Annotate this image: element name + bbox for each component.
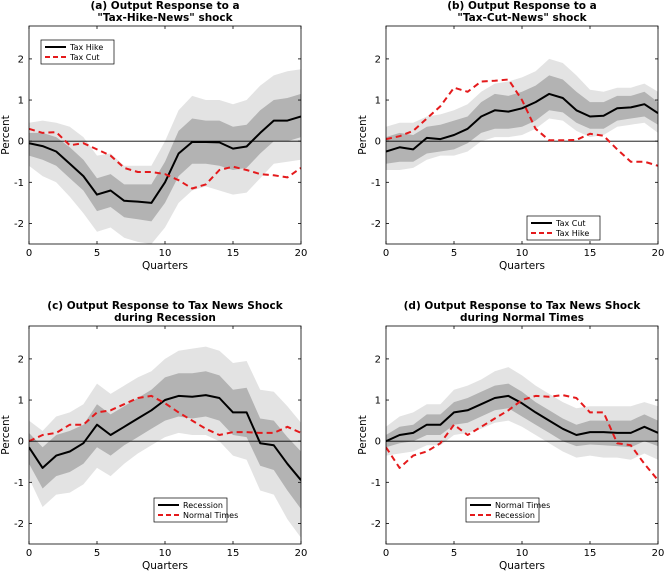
x-tick-label: 15 bbox=[584, 248, 597, 259]
chart-title-line: (b) Output Response to a bbox=[447, 0, 597, 12]
y-tick-label: 0 bbox=[18, 437, 24, 448]
y-tick-label: 2 bbox=[18, 354, 24, 365]
legend-box bbox=[465, 497, 540, 523]
chart-title-line: (a) Output Response to a bbox=[90, 0, 239, 12]
y-axis-label: Percent bbox=[0, 415, 12, 455]
series-line-solid bbox=[29, 115, 301, 204]
x-tick-label: 15 bbox=[584, 548, 597, 559]
chart-title-line: (d) Output Response to Tax News Shock bbox=[404, 300, 642, 312]
x-tick-label: 0 bbox=[383, 548, 389, 559]
confidence-band-inner bbox=[29, 93, 301, 222]
chart-title-line: (c) Output Response to Tax News Shock bbox=[47, 300, 283, 312]
y-tick-label: -1 bbox=[371, 178, 381, 189]
y-tick-label: -1 bbox=[14, 178, 24, 189]
plot-area bbox=[386, 367, 658, 481]
legend-label: Normal Times bbox=[495, 501, 550, 510]
legend-label: Tax Cut bbox=[69, 53, 100, 62]
series-line-solid bbox=[29, 394, 301, 481]
legend-box bbox=[153, 497, 228, 523]
y-tick-label: -1 bbox=[14, 478, 24, 489]
legend-label: Tax Cut bbox=[555, 219, 586, 228]
y-tick-label: 1 bbox=[375, 396, 381, 407]
confidence-band-inner bbox=[386, 75, 658, 164]
y-tick-label: 1 bbox=[375, 96, 381, 107]
x-tick-label: 5 bbox=[94, 248, 100, 259]
chart-title-line: during Recession bbox=[114, 312, 216, 324]
x-axis-label: Quarters bbox=[142, 560, 188, 572]
chart-title-line: "Tax-Hike-News" shock bbox=[97, 12, 233, 24]
x-tick-label: 20 bbox=[295, 248, 308, 259]
x-tick-label: 5 bbox=[451, 248, 457, 259]
y-tick-label: 0 bbox=[375, 437, 381, 448]
y-tick-label: 2 bbox=[375, 54, 381, 65]
x-tick-label: 5 bbox=[451, 548, 457, 559]
x-tick-label: 10 bbox=[516, 548, 529, 559]
series-line-dashed bbox=[29, 127, 301, 190]
series-line-dashed bbox=[386, 78, 658, 167]
legend-label: Recession bbox=[495, 511, 535, 520]
legend-label: Tax Hike bbox=[555, 229, 589, 238]
legend-label: Recession bbox=[183, 501, 223, 510]
confidence-band-inner bbox=[29, 371, 301, 509]
plot-area bbox=[29, 69, 301, 244]
x-tick-label: 0 bbox=[383, 248, 389, 259]
x-tick-label: 5 bbox=[94, 548, 100, 559]
y-axis-label: Percent bbox=[0, 115, 12, 155]
x-tick-label: 0 bbox=[26, 548, 32, 559]
plot-area bbox=[386, 58, 658, 170]
y-tick-label: -1 bbox=[371, 478, 381, 489]
x-axis-label: Quarters bbox=[499, 260, 545, 272]
x-tick-label: 0 bbox=[26, 248, 32, 259]
y-tick-label: 2 bbox=[18, 54, 24, 65]
x-tick-label: 10 bbox=[159, 548, 172, 559]
x-tick-label: 10 bbox=[516, 248, 529, 259]
x-axis-label: Quarters bbox=[499, 560, 545, 572]
y-tick-label: -2 bbox=[14, 519, 24, 530]
chart-title-line: during Normal Times bbox=[460, 312, 584, 324]
y-axis-label: Percent bbox=[357, 115, 369, 155]
x-axis-label: Quarters bbox=[142, 260, 188, 272]
legend-label: Tax Hike bbox=[69, 43, 103, 52]
x-tick-label: 20 bbox=[295, 548, 308, 559]
panel-c: 0 5 10 15 20 -2 -1 0 1 2 (c) Output Response to Ta… bbox=[0, 300, 307, 572]
panel-b: 0 5 10 15 20 -2 -1 0 1 2 (b) Output Response to a"… bbox=[357, 0, 664, 272]
y-tick-label: -2 bbox=[371, 219, 381, 230]
chart-title-line: "Tax-Cut-News" shock bbox=[457, 12, 587, 24]
x-tick-label: 20 bbox=[652, 548, 665, 559]
panel-a: 0 5 10 15 20 -2 -1 0 1 2 (a) Output Response to a"… bbox=[0, 0, 307, 272]
y-tick-label: 1 bbox=[18, 396, 24, 407]
legend-box bbox=[40, 39, 115, 65]
y-tick-label: 0 bbox=[18, 137, 24, 148]
x-tick-label: 15 bbox=[227, 248, 240, 259]
panel-d: 0 5 10 15 20 -2 -1 0 1 2 (d) Output Response to Ta… bbox=[357, 300, 664, 572]
x-tick-label: 15 bbox=[227, 548, 240, 559]
series-line-solid bbox=[386, 394, 658, 443]
legend-box bbox=[526, 215, 601, 241]
y-tick-label: -2 bbox=[371, 519, 381, 530]
series-line-solid bbox=[386, 92, 658, 153]
plot-area bbox=[29, 346, 301, 538]
x-tick-label: 20 bbox=[652, 248, 665, 259]
x-tick-label: 10 bbox=[159, 248, 172, 259]
legend-label: Normal Times bbox=[183, 511, 238, 520]
y-tick-label: 1 bbox=[18, 96, 24, 107]
y-tick-label: 0 bbox=[375, 137, 381, 148]
y-axis-label: Percent bbox=[357, 415, 369, 455]
y-tick-label: -2 bbox=[14, 219, 24, 230]
series-line-dashed bbox=[386, 394, 658, 481]
y-tick-label: 2 bbox=[375, 354, 381, 365]
